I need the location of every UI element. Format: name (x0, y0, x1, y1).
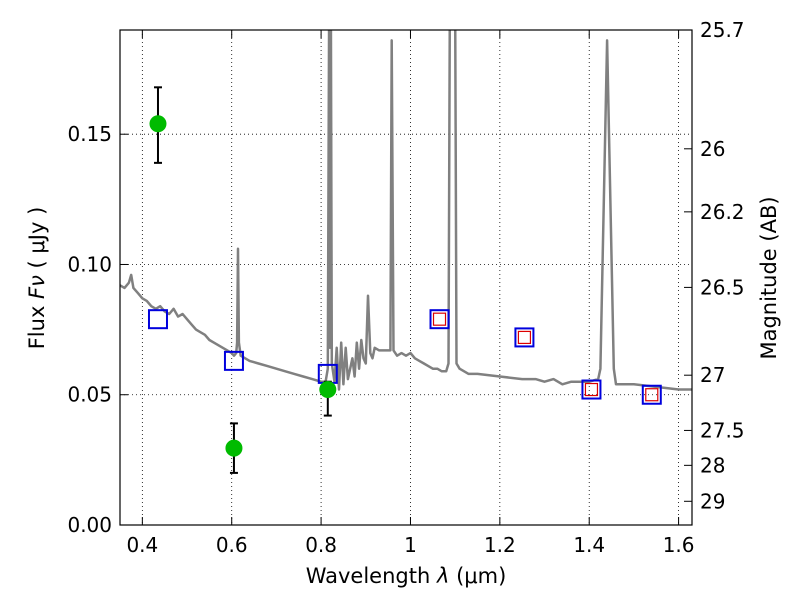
y2-tick-label: 29 (700, 489, 725, 513)
y2-tick-label: 27 (700, 363, 725, 387)
sed-line (120, 30, 692, 391)
x-tick-label: 1.6 (663, 533, 695, 557)
x-axis-title: Wavelength λ (μm) (306, 564, 507, 588)
x-tick-label: 0.4 (126, 533, 158, 557)
model-inner-box (517, 330, 532, 345)
y-tick-label: 0.15 (67, 122, 112, 146)
observed-layer (149, 86, 337, 474)
model-box (223, 350, 244, 371)
model-box (514, 327, 535, 348)
y-tick-label: 0.05 (67, 383, 112, 407)
y2-tick-label: 25.7 (700, 18, 745, 42)
tick-layer: 0.4 0.6 0.8 1 1.2 1.4 1.6 0.00 0.05 0.10 0.15 25.7 2… (67, 18, 744, 557)
model-box (429, 309, 450, 330)
model-inner-box (645, 388, 659, 402)
model-inner-box (432, 312, 447, 326)
model-box (641, 384, 662, 405)
x-tick-label: 0.8 (305, 533, 337, 557)
y2-tick-label: 27.5 (700, 418, 745, 442)
plot-frame (119, 29, 693, 526)
y2-axis-title: Magnitude (AB) (757, 196, 781, 359)
model-box (581, 379, 602, 400)
y-tick-label: 0.00 (67, 513, 112, 537)
model-box-layer (147, 309, 662, 405)
x-tick-label: 1.2 (484, 533, 516, 557)
model-box (147, 309, 168, 330)
y-tick-label: 0.10 (67, 252, 112, 276)
x-tick-label: 1.4 (573, 533, 605, 557)
x-tick-label: 0.6 (216, 533, 248, 557)
observed-point (149, 115, 167, 133)
observed-point (225, 439, 243, 457)
model-inner-box (584, 382, 599, 397)
y-axis-title: Flux Fν ( μJy ) (25, 207, 49, 350)
y2-tick-label: 26 (700, 137, 725, 161)
y2-tick-label: 26.2 (700, 200, 745, 224)
observed-point (319, 381, 337, 399)
x-tick-label: 1 (404, 533, 417, 557)
y2-tick-label: 28 (700, 453, 725, 477)
sed-layer (120, 30, 692, 391)
y2-tick-label: 26.5 (700, 275, 745, 299)
